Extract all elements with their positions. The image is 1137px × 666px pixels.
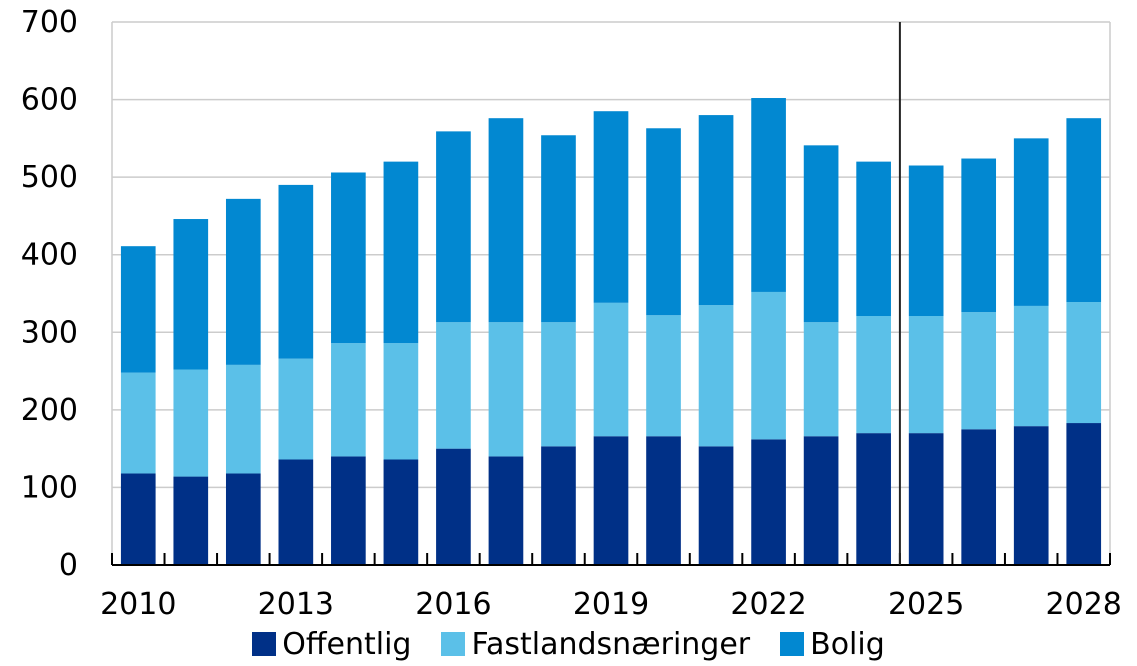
bar-offentlig-2014 <box>331 456 366 565</box>
bar-bolig-2019 <box>593 111 629 303</box>
bar-fastlandsn-ringer-2023 <box>803 322 839 437</box>
legend: Offentlig Fastlandsnæringer Bolig <box>0 622 1137 666</box>
bar-fastlandsn-ringer-2027 <box>1013 305 1049 427</box>
bar-bolig-2015 <box>383 161 419 344</box>
bar-bolig-2012 <box>225 198 261 365</box>
bar-bolig-2010 <box>120 246 156 373</box>
bar-offentlig-2022 <box>751 439 786 565</box>
bar-fastlandsn-ringer-2010 <box>120 372 156 474</box>
y-tick-label: 500 <box>21 160 78 195</box>
bar-offentlig-2010 <box>120 473 156 565</box>
x-tick-label: 2022 <box>730 587 806 622</box>
bar-fastlandsn-ringer-2026 <box>961 312 997 430</box>
x-tick-label: 2028 <box>1046 587 1122 622</box>
bar-bolig-2023 <box>803 145 839 323</box>
bar-fastlandsn-ringer-2020 <box>646 315 681 437</box>
bar-fastlandsn-ringer-2014 <box>331 343 366 457</box>
bar-offentlig-2024 <box>856 433 891 565</box>
bar-bolig-2011 <box>173 219 209 370</box>
bar-offentlig-2017 <box>488 456 524 565</box>
y-tick-label: 600 <box>21 83 78 118</box>
legend-item-offentlig: Offentlig <box>252 627 411 662</box>
y-tick-label: 700 <box>21 5 78 40</box>
bar-bolig-2027 <box>1013 138 1049 306</box>
bar-bolig-2013 <box>278 184 314 359</box>
bar-fastlandsn-ringer-2015 <box>383 343 419 460</box>
x-tick-label: 2016 <box>415 587 491 622</box>
bar-bolig-2021 <box>698 115 734 306</box>
bar-fastlandsn-ringer-2021 <box>698 305 734 447</box>
bar-fastlandsn-ringer-2016 <box>436 322 471 449</box>
bar-offentlig-2020 <box>646 436 681 565</box>
legend-label-bolig: Bolig <box>810 626 885 662</box>
legend-label-fastlandsnaeringer: Fastlandsnæringer <box>471 626 751 662</box>
bar-offentlig-2023 <box>803 436 839 565</box>
bar-offentlig-2013 <box>278 459 314 565</box>
bar-bolig-2028 <box>1066 118 1102 303</box>
bar-bolig-2022 <box>751 98 786 292</box>
x-tick-label: 2019 <box>573 587 649 622</box>
y-tick-label: 400 <box>21 238 78 273</box>
bar-offentlig-2019 <box>593 436 629 565</box>
x-tick-label: 2013 <box>258 587 334 622</box>
bar-bolig-2018 <box>541 135 576 323</box>
legend-item-fastlandsnaeringer: Fastlandsnæringer <box>441 627 750 662</box>
bar-offentlig-2015 <box>383 459 419 565</box>
y-tick-label: 0 <box>59 548 78 583</box>
bar-fastlandsn-ringer-2019 <box>593 302 629 437</box>
bar-offentlig-2016 <box>436 448 471 565</box>
bar-offentlig-2012 <box>225 473 261 565</box>
bar-offentlig-2026 <box>961 429 997 565</box>
bar-offentlig-2028 <box>1066 423 1102 565</box>
bar-fastlandsn-ringer-2013 <box>278 358 314 460</box>
bar-fastlandsn-ringer-2028 <box>1066 302 1102 424</box>
bar-fastlandsn-ringer-2017 <box>488 322 524 457</box>
legend-swatch-offentlig <box>252 632 277 656</box>
bar-bolig-2026 <box>961 158 997 313</box>
x-tick-labels: 2010 2013 2016 2019 2022 2025 2028 <box>100 587 1122 622</box>
y-tick-label: 200 <box>21 393 78 428</box>
bar-fastlandsn-ringer-2011 <box>173 369 209 477</box>
bar-fastlandsn-ringer-2018 <box>541 322 576 447</box>
bar-fastlandsn-ringer-2022 <box>751 291 786 440</box>
bar-bolig-2016 <box>436 131 471 323</box>
y-tick-label: 300 <box>21 315 78 350</box>
bar-fastlandsn-ringer-2024 <box>856 315 891 434</box>
x-tick-label: 2025 <box>888 587 964 622</box>
bar-bolig-2024 <box>856 161 891 316</box>
legend-swatch-bolig <box>780 632 805 656</box>
axes <box>111 22 1111 566</box>
y-tick-labels: 0 100 200 300 400 500 600 700 <box>21 5 78 583</box>
y-tick-label: 100 <box>21 470 78 505</box>
legend-label-offentlig: Offentlig <box>282 626 412 662</box>
bar-offentlig-2021 <box>698 446 734 565</box>
bar-fastlandsn-ringer-2012 <box>225 364 261 474</box>
bar-offentlig-2011 <box>173 476 209 565</box>
bar-bolig-2017 <box>488 118 524 323</box>
bar-bolig-2020 <box>646 128 681 316</box>
legend-item-bolig: Bolig <box>780 627 885 662</box>
legend-swatch-fastlandsnaeringer <box>441 632 466 656</box>
bar-offentlig-2027 <box>1013 426 1049 565</box>
bar-offentlig-2018 <box>541 446 576 565</box>
bars <box>120 98 1102 565</box>
bar-offentlig-2025 <box>908 433 944 565</box>
x-tick-label: 2010 <box>100 587 176 622</box>
bar-bolig-2025 <box>908 165 944 316</box>
bar-fastlandsn-ringer-2025 <box>908 315 944 434</box>
bar-bolig-2014 <box>331 172 366 344</box>
